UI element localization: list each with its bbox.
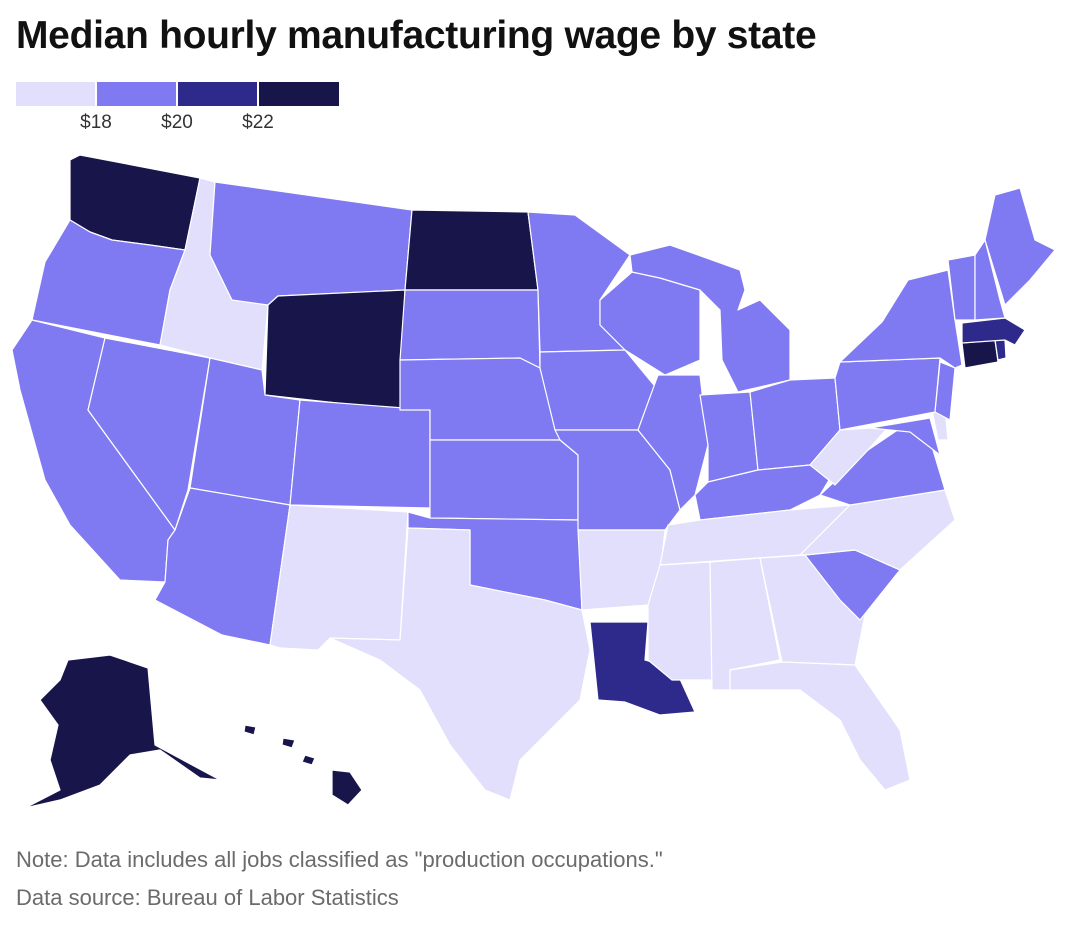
- us-choropleth-map: [11, 154, 1056, 809]
- state-MT[interactable]: [209, 181, 413, 306]
- state-NY[interactable]: [839, 269, 963, 369]
- state-ME[interactable]: [984, 187, 1056, 306]
- state-IL[interactable]: [637, 374, 709, 511]
- legend-bin-3: [178, 82, 257, 106]
- state-ND[interactable]: [404, 209, 539, 291]
- legend-tick-20: $20: [161, 112, 193, 133]
- state-CO[interactable]: [289, 399, 431, 509]
- state-NV[interactable]: [87, 337, 211, 531]
- legend-tick-18: $18: [80, 112, 112, 133]
- state-NJ[interactable]: [934, 361, 956, 421]
- state-WY[interactable]: [264, 289, 406, 411]
- state-FL[interactable]: [729, 661, 911, 791]
- state-MD[interactable]: [869, 417, 941, 456]
- state-MS[interactable]: [647, 561, 713, 681]
- state-NH[interactable]: [974, 239, 1006, 321]
- chart-title: Median hourly manufacturing wage by stat…: [16, 14, 817, 57]
- legend-bin-1: [16, 82, 95, 106]
- color-legend: $18 $20 $22: [16, 82, 340, 133]
- state-HI[interactable]: [243, 724, 363, 806]
- data-note: Note: Data includes all jobs classified …: [16, 847, 663, 872]
- legend-bin-4: [259, 82, 339, 106]
- state-SD[interactable]: [399, 289, 541, 369]
- state-GA[interactable]: [759, 554, 866, 666]
- state-IA[interactable]: [539, 349, 659, 431]
- legend-tick-22: $22: [242, 112, 274, 133]
- legend-bin-2: [97, 82, 176, 106]
- state-CT[interactable]: [961, 339, 999, 369]
- state-KS[interactable]: [429, 439, 579, 521]
- state-AK[interactable]: [24, 654, 221, 809]
- state-NM[interactable]: [269, 504, 409, 651]
- state-TX[interactable]: [329, 527, 591, 801]
- state-MA[interactable]: [961, 317, 1026, 346]
- data-source: Data source: Bureau of Labor Statistics: [16, 885, 399, 910]
- state-LA[interactable]: [589, 621, 696, 716]
- state-IN[interactable]: [699, 391, 759, 483]
